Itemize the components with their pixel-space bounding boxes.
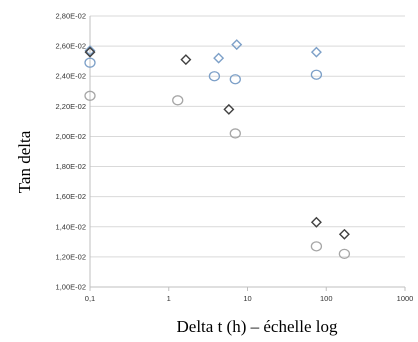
y-tick-label: 1,40E-02 (56, 222, 86, 231)
x-tick-label: 10 (243, 294, 251, 303)
x-tick-label: 100 (320, 294, 333, 303)
y-tick-label: 1,60E-02 (56, 192, 86, 201)
circle-point (172, 95, 184, 106)
data-points (84, 39, 351, 260)
diamond-point (84, 45, 96, 57)
y-axis-title: Tan delta (15, 130, 34, 193)
circle-point (229, 74, 241, 85)
circle-point (84, 57, 96, 68)
x-tick-label: 1 (167, 294, 171, 303)
circle-point (84, 90, 96, 101)
circle-point (310, 241, 323, 252)
circle-point (338, 248, 351, 260)
y-tick-label: 2,80E-02 (56, 12, 86, 21)
y-tick-label: 1,20E-02 (56, 252, 86, 261)
diamond-point (213, 52, 225, 64)
diamond-point (223, 103, 235, 115)
x-tick-label: 0,1 (85, 294, 95, 303)
y-tick-label: 1,00E-02 (56, 283, 86, 292)
circle-point (229, 128, 241, 139)
diamond-point (310, 216, 322, 228)
diamond-point (231, 39, 243, 51)
gridlines (90, 15, 405, 288)
x-axis-title: Delta t (h) – échelle log (177, 317, 338, 336)
x-tick-label: 1000 (397, 294, 414, 303)
circle-point (208, 71, 221, 82)
diamond-point (310, 46, 322, 58)
diamond-point (338, 228, 350, 240)
diamond-point (84, 46, 96, 58)
circle-point (310, 69, 323, 80)
diamond-point (180, 54, 192, 66)
y-tick-label: 2,60E-02 (56, 42, 86, 51)
y-tick-label: 2,40E-02 (56, 72, 86, 81)
y-tick-label: 2,20E-02 (56, 102, 86, 111)
tick-labels: 1,00E-02 1,20E-02 1,40E-02 1,60E-02 1,80E-02… (56, 12, 414, 304)
y-tick-label: 2,00E-02 (56, 132, 86, 141)
axes (89, 16, 406, 291)
y-tick-label: 1,80E-02 (56, 162, 86, 171)
